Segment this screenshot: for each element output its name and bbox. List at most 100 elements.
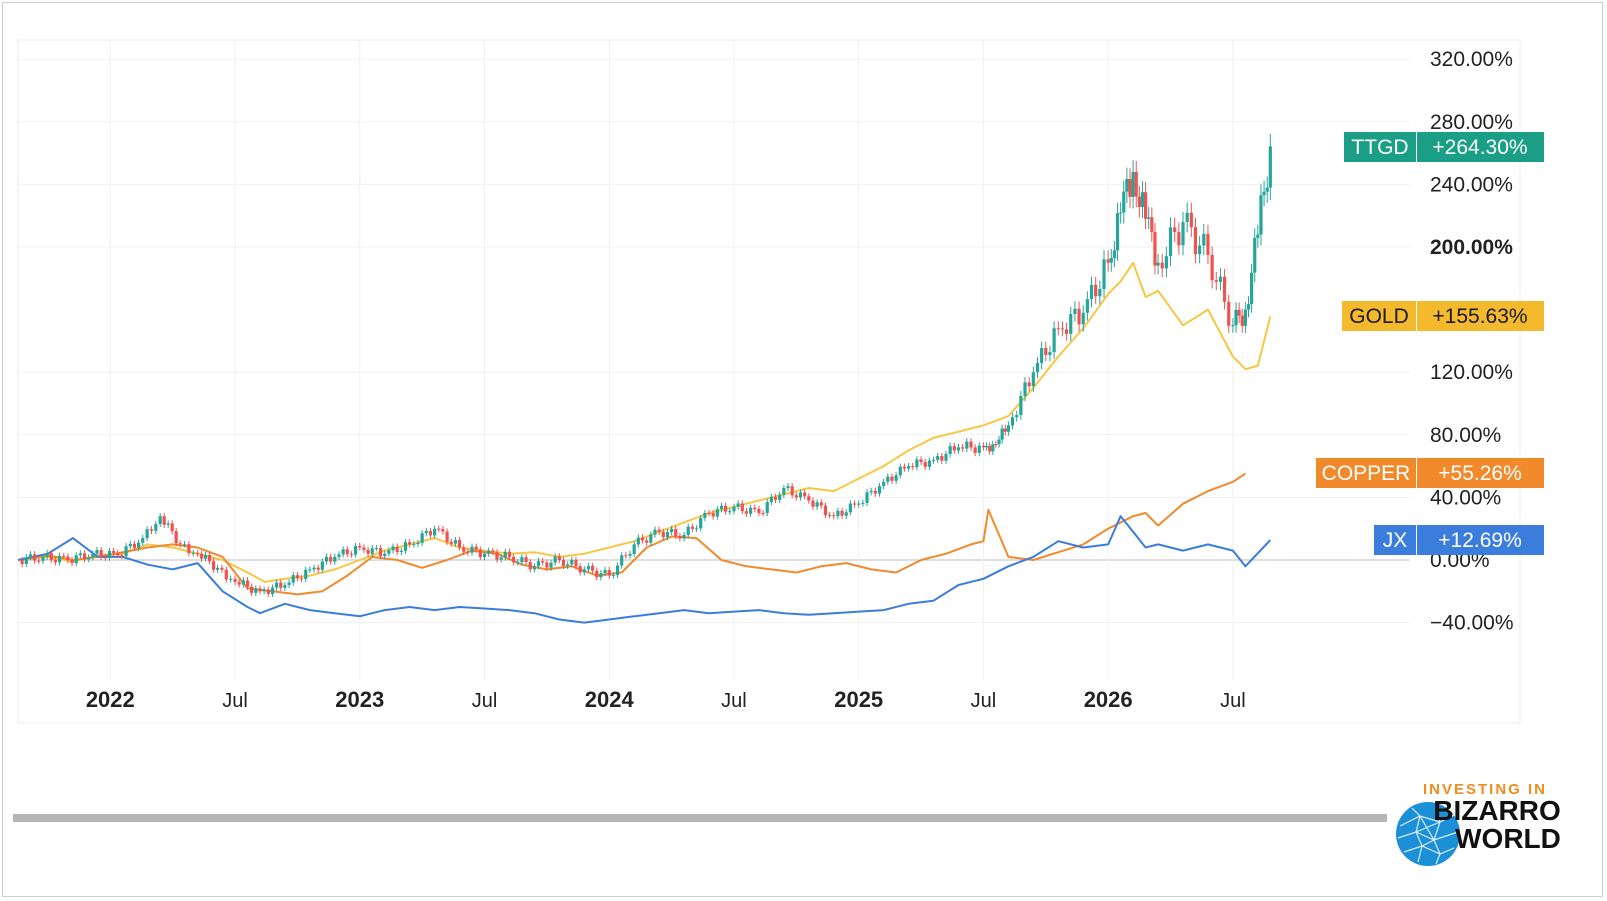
candle-body xyxy=(495,552,499,560)
candle-body xyxy=(424,531,428,534)
candle-body xyxy=(977,445,981,453)
candle-body xyxy=(1253,237,1257,273)
candle-body xyxy=(798,492,803,498)
y-tick-label: 120.00% xyxy=(1430,361,1513,384)
candle-body xyxy=(1040,348,1044,363)
candle-body xyxy=(965,441,969,449)
candle-body xyxy=(956,447,961,451)
candle-body xyxy=(366,549,370,554)
plot-border xyxy=(17,39,1521,724)
candle-body xyxy=(848,503,852,513)
candle-body xyxy=(1156,262,1160,266)
candle-body xyxy=(128,543,132,547)
candle-body xyxy=(657,529,661,532)
candle-body xyxy=(882,481,886,487)
candle-body xyxy=(582,569,586,573)
candle-body xyxy=(948,446,952,455)
candle-body xyxy=(748,507,753,514)
candle-body xyxy=(1262,191,1266,196)
candle-body xyxy=(724,505,728,512)
candle-body xyxy=(661,531,665,538)
candle-body xyxy=(299,578,304,580)
candle-body xyxy=(1250,272,1254,305)
candle-body xyxy=(984,445,989,448)
candle-body xyxy=(1027,382,1031,387)
candle-body xyxy=(553,556,557,563)
candle-body xyxy=(566,564,570,566)
candle-body xyxy=(1094,284,1098,297)
candle-body xyxy=(491,550,495,553)
candle-body xyxy=(1077,308,1081,325)
candle-body xyxy=(1122,191,1126,213)
candle-body xyxy=(1115,213,1120,251)
candle-body xyxy=(803,492,807,497)
candle-body xyxy=(931,459,936,461)
candle-body xyxy=(778,494,782,500)
candle-body xyxy=(403,542,408,551)
candle-body xyxy=(158,516,162,525)
candle-body xyxy=(1237,309,1241,316)
candle-body xyxy=(790,486,794,496)
candle-body xyxy=(291,575,295,583)
candle-body xyxy=(287,582,291,586)
candle-body xyxy=(441,529,445,532)
candle-body xyxy=(1256,234,1260,238)
y-tick-label: 240.00% xyxy=(1430,173,1513,196)
candle-body xyxy=(312,567,316,570)
x-tick-label: 2023 xyxy=(335,687,384,712)
candle-body xyxy=(541,561,545,563)
candle-body xyxy=(1106,259,1110,263)
candle-body xyxy=(162,516,166,525)
candle-body xyxy=(1003,428,1007,432)
series-tag-jx: JX +12.69% xyxy=(1374,525,1544,555)
candle-body xyxy=(890,476,894,481)
candle-body xyxy=(877,486,882,494)
candle-body xyxy=(852,503,857,505)
candle-body xyxy=(940,456,944,461)
candle-body xyxy=(786,486,790,489)
candle-body xyxy=(516,562,520,564)
candle-body xyxy=(149,529,154,531)
candle-body xyxy=(482,553,487,558)
candle-body xyxy=(1168,227,1173,257)
tag-series-value: +155.63% xyxy=(1432,305,1527,328)
candle-body xyxy=(645,540,649,543)
candle-body xyxy=(1259,195,1263,235)
candle-body xyxy=(1048,351,1052,355)
candle-body xyxy=(207,554,212,562)
candle-body xyxy=(258,588,262,592)
candle-body xyxy=(1006,425,1010,432)
candle-body xyxy=(711,513,715,517)
horizontal-scrollbar[interactable] xyxy=(13,814,1387,822)
candle-body xyxy=(170,523,174,532)
candle-body xyxy=(182,544,187,546)
candle-body xyxy=(1231,325,1235,327)
tag-value-bg xyxy=(1417,301,1544,331)
candle-body xyxy=(1044,348,1048,355)
tag-series-name: GOLD xyxy=(1349,305,1409,328)
candle-body xyxy=(466,551,470,553)
candle-body xyxy=(70,560,74,564)
candle-body xyxy=(819,502,823,506)
candle-body xyxy=(961,447,965,449)
candle-body xyxy=(112,550,116,553)
candle-body xyxy=(1202,233,1206,246)
candle-body xyxy=(420,533,424,543)
candle-body xyxy=(191,552,195,554)
candle-body xyxy=(1000,428,1004,440)
candle-body xyxy=(1081,312,1085,325)
candle-body xyxy=(449,541,453,544)
candle-body xyxy=(1131,171,1135,197)
candle-body xyxy=(1098,289,1102,297)
x-tick-label: Jul xyxy=(1220,690,1246,712)
candle-body xyxy=(1035,362,1040,373)
candle-body xyxy=(154,524,158,531)
candle-body xyxy=(141,538,145,543)
candle-body xyxy=(1160,262,1164,269)
series-tag-gold: GOLD +155.63% xyxy=(1342,301,1544,331)
candle-body xyxy=(611,575,615,577)
candle-body xyxy=(124,546,128,557)
candle-body xyxy=(869,490,873,493)
candle-body xyxy=(744,511,749,514)
candle-body xyxy=(107,550,112,558)
